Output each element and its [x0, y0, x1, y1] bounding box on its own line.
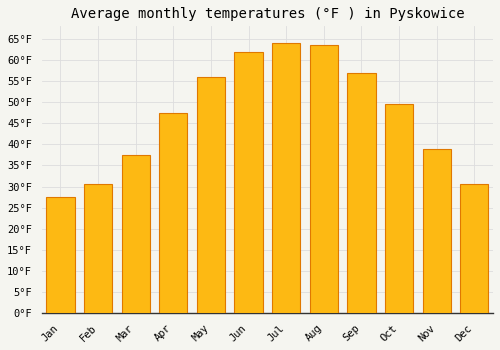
- Bar: [197, 77, 225, 313]
- Bar: [460, 184, 488, 313]
- Bar: [122, 155, 150, 313]
- Bar: [272, 43, 300, 313]
- Bar: [234, 51, 262, 313]
- Title: Average monthly temperatures (°F ) in Pyskowice: Average monthly temperatures (°F ) in Py…: [70, 7, 464, 21]
- Bar: [84, 184, 112, 313]
- Bar: [46, 197, 74, 313]
- Bar: [385, 104, 413, 313]
- Bar: [310, 45, 338, 313]
- Bar: [159, 113, 188, 313]
- Bar: [348, 73, 376, 313]
- Bar: [422, 148, 450, 313]
